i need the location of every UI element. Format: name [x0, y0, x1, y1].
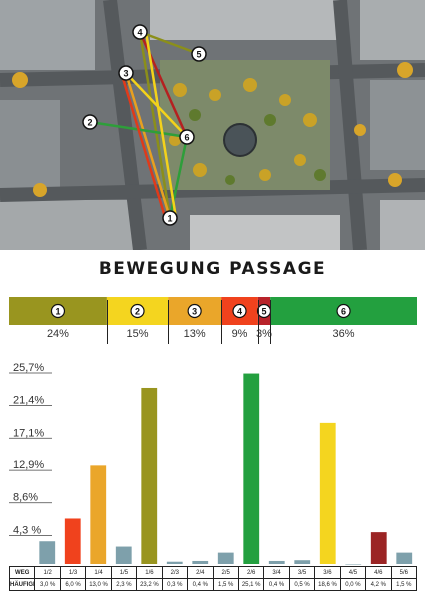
table-cell-haeufigkeit: 4,2 % — [365, 578, 392, 591]
table-cell-haeufigkeit: 2,3 % — [110, 578, 138, 591]
bar-1-6 — [141, 387, 158, 564]
share-marker-label-5: 5 — [261, 307, 266, 317]
bar-2-5 — [217, 552, 234, 564]
share-percent-3: 13% — [183, 328, 206, 340]
bar-4-6 — [370, 532, 387, 564]
marker-6: 6 — [179, 129, 195, 145]
share-marker-label-3: 3 — [192, 307, 197, 317]
table-cell-weg: 3/4 — [263, 566, 290, 579]
table-cell-haeufigkeit: 0,0 % — [339, 578, 367, 591]
y-tick-label: 4,3 % — [13, 524, 41, 536]
table-cell-weg: 2/3 — [161, 566, 189, 579]
bar-3-4 — [268, 560, 285, 564]
bar-2-4 — [192, 560, 209, 564]
table-cell-weg: 1/4 — [85, 566, 112, 579]
y-tick-label: 8,6% — [13, 492, 38, 504]
table-cell-weg: 4/5 — [339, 566, 367, 579]
share-marker-label-2: 2 — [135, 307, 140, 317]
table-cell-weg: 2/4 — [187, 566, 214, 579]
table-header-weg: WEG — [8, 566, 36, 579]
share-percent-6: 36% — [332, 328, 355, 340]
page-title: BEWEGUNG PASSAGE — [98, 259, 327, 279]
svg-text:3: 3 — [123, 69, 128, 79]
share-divider — [106, 300, 108, 344]
bar-5-6 — [396, 552, 413, 564]
frequency-table: WEG 1/2 1/3 1/4 1/5 1/6 2/3 2/4 2/5 2/6 3/4 3/5 3/6… — [8, 566, 418, 591]
svg-text:5: 5 — [196, 50, 201, 60]
table-row-haeufigkeit: HÄUFIGKEIT 3,0 %6,0 %13,0 %2,3 %23,2 %0,… — [8, 578, 418, 591]
y-tick-label: 17,1% — [13, 427, 44, 439]
movement-routes — [89, 30, 200, 221]
share-marker-label-6: 6 — [341, 307, 346, 317]
share-marker-6 — [336, 303, 351, 319]
marker-2: 2 — [82, 114, 98, 130]
share-marker-1 — [50, 303, 66, 319]
bar-2-3 — [166, 561, 183, 564]
table-cell-haeufigkeit: 0,4 % — [187, 578, 214, 591]
svg-text:2: 2 — [87, 118, 92, 128]
table-cell-weg: 1/2 — [34, 566, 61, 579]
marker-5: 5 — [191, 46, 207, 62]
y-tick-label: 21,4% — [13, 395, 44, 407]
bar-3-5 — [294, 560, 311, 564]
route-markers: 1 2 3 4 5 6 — [82, 24, 207, 226]
bar-3-6 — [319, 422, 336, 564]
city-blocks — [0, 0, 425, 250]
table-cell-haeufigkeit: 6,0 % — [59, 578, 87, 591]
table-header-haeufigkeit: HÄUFIGKEIT — [8, 578, 36, 591]
svg-text:1: 1 — [167, 214, 172, 224]
bar-1-2 — [39, 541, 56, 564]
share-marker-4 — [232, 303, 247, 319]
table-cell-haeufigkeit: 0,5 % — [288, 578, 316, 591]
table-cell-weg: 4/6 — [365, 566, 392, 579]
bar-4-5 — [345, 564, 362, 565]
share-percent-labels: 24% 15% 13% 9% 3% 36% — [9, 300, 417, 344]
table-row-weg: WEG 1/2 1/3 1/4 1/5 1/6 2/3 2/4 2/5 2/6 3/4 3/5 3/6… — [8, 566, 418, 579]
table-cell-weg: 1/5 — [110, 566, 138, 579]
table-cell-weg: 1/3 — [59, 566, 87, 579]
y-tick-label: 25,7% — [13, 362, 44, 374]
frequency-bar-chart: 25,7% 21,4% 17,1% 12,9% 8,6% 4,3 % — [9, 362, 413, 565]
table-cell-weg: 3/5 — [288, 566, 316, 579]
share-divider — [270, 300, 272, 344]
table-cell-haeufigkeit: 13,0 % — [85, 578, 112, 591]
share-bar: 1 2 3 4 5 6 — [9, 297, 417, 325]
share-marker-label-4: 4 — [237, 307, 242, 317]
marker-4: 4 — [132, 24, 148, 40]
share-percent-5: 3% — [256, 328, 272, 340]
table-cell-haeufigkeit: 1,5 % — [212, 578, 239, 591]
table-cell-haeufigkeit: 18,6 % — [314, 578, 341, 591]
bar-1-4 — [90, 465, 107, 564]
table-cell-haeufigkeit: 1,5 % — [390, 578, 418, 591]
share-percent-1: 24% — [46, 328, 69, 340]
table-cell-weg: 5/6 — [390, 566, 418, 579]
plaza — [12, 60, 413, 197]
share-marker-2 — [130, 303, 145, 319]
share-marker-3 — [187, 303, 202, 319]
table-cell-haeufigkeit: 25,1 % — [237, 578, 265, 591]
share-divider — [168, 300, 170, 344]
aerial-map: 1 2 3 4 5 6 — [0, 0, 425, 250]
y-tick-label: 12,9% — [13, 459, 44, 471]
share-divider — [257, 300, 259, 344]
marker-3: 3 — [118, 65, 134, 81]
bar-1-3 — [64, 518, 81, 564]
share-divider — [221, 300, 223, 344]
svg-text:6: 6 — [184, 133, 189, 143]
share-marker-label-1: 1 — [55, 307, 60, 317]
marker-1: 1 — [162, 210, 178, 226]
bar-2-6 — [243, 373, 260, 564]
table-cell-haeufigkeit: 0,3 % — [161, 578, 189, 591]
table-cell-weg: 2/6 — [237, 566, 265, 579]
table-cell-haeufigkeit: 23,2 % — [136, 578, 163, 591]
table-cell-haeufigkeit: 3,0 % — [34, 578, 61, 591]
share-percent-2: 15% — [126, 328, 149, 340]
bar-1-5 — [115, 546, 132, 564]
table-cell-weg: 1/6 — [136, 566, 163, 579]
table-cell-weg: 3/6 — [314, 566, 341, 579]
svg-text:4: 4 — [137, 28, 142, 38]
share-percent-4: 9% — [231, 328, 248, 340]
table-cell-weg: 2/5 — [212, 566, 239, 579]
table-cell-haeufigkeit: 0,4 % — [263, 578, 290, 591]
